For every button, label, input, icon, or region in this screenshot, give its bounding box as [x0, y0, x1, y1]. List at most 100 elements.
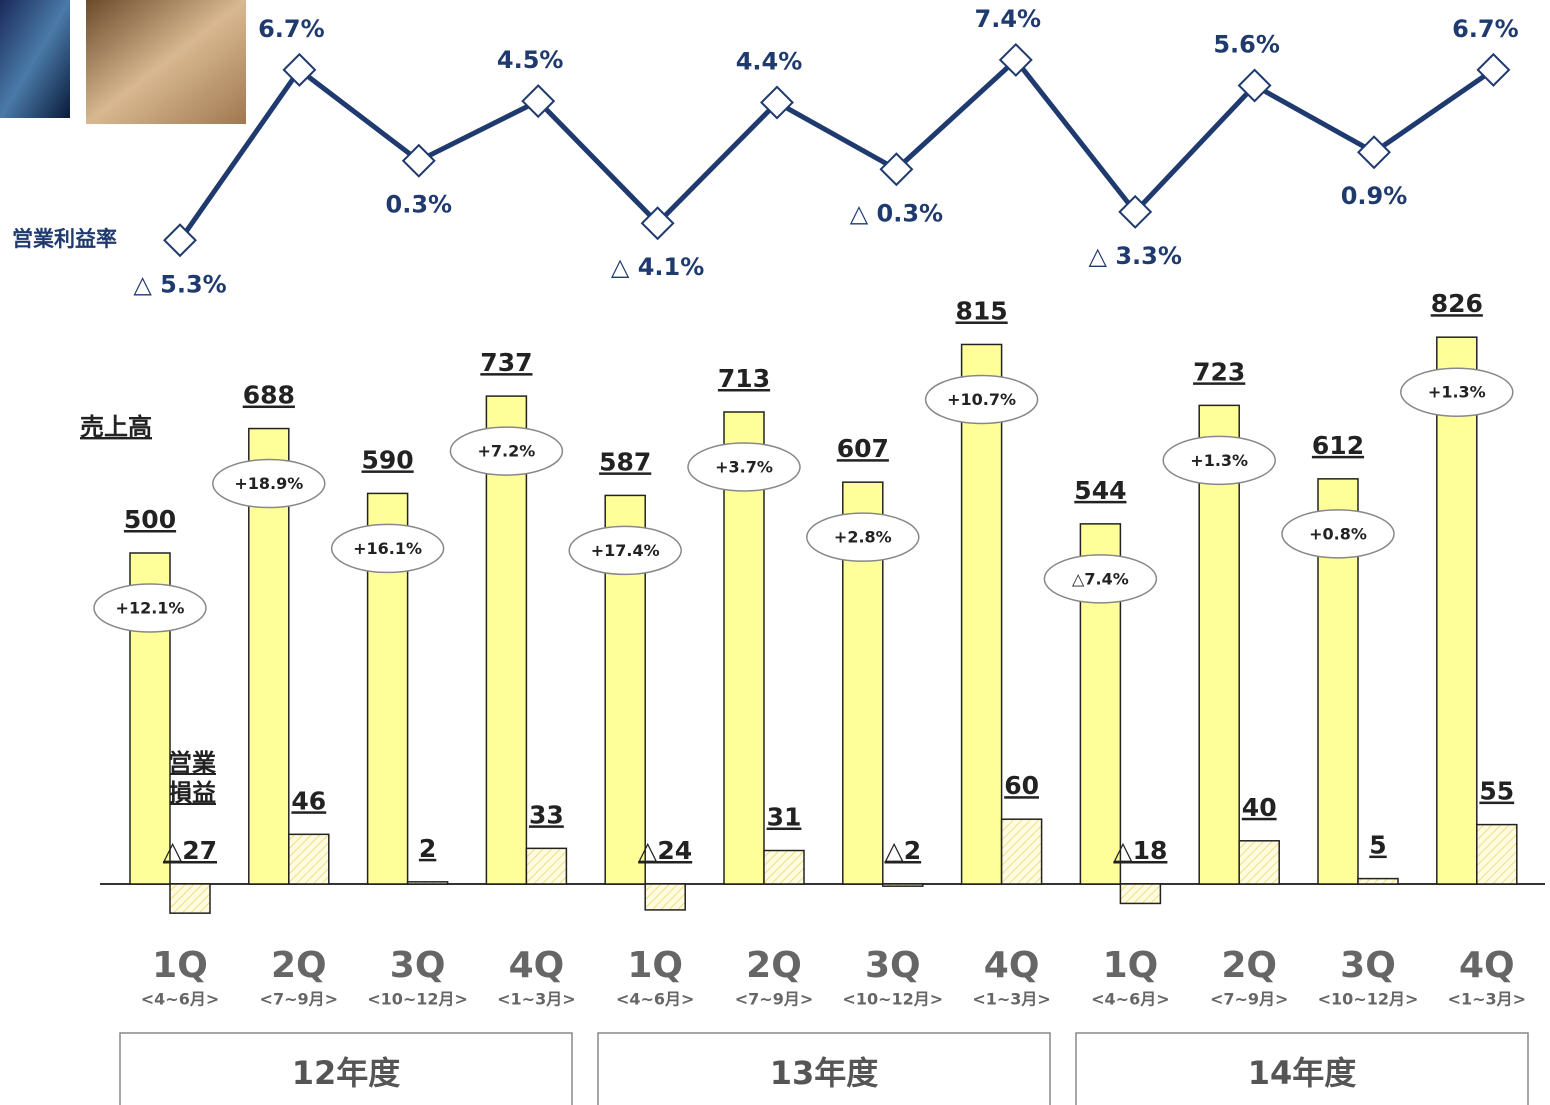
change-label: +7.2% [478, 442, 536, 461]
sales-label: 612 [1312, 431, 1364, 460]
profit-bar [763, 849, 805, 885]
margin-label: △ 3.3% [1089, 242, 1182, 270]
sales-label: 590 [362, 445, 414, 474]
sales-label: 544 [1074, 476, 1126, 505]
margin-label: 7.4% [975, 5, 1042, 33]
change-label: +17.4% [591, 541, 660, 560]
quarter-label: 2Q [746, 945, 802, 986]
profit-label: 46 [291, 786, 326, 815]
margin-label: △ 4.1% [611, 253, 704, 281]
profit-label: 60 [1004, 771, 1039, 800]
month-label: <7~9月> [735, 990, 814, 1009]
profit-label: 55 [1479, 777, 1514, 806]
change-bubble [1400, 367, 1514, 417]
month-label: <4~6月> [616, 990, 695, 1009]
change-bubble [1162, 435, 1276, 486]
margin-point [1357, 135, 1391, 170]
month-label: <4~6月> [141, 990, 220, 1009]
sales-label: 723 [1193, 357, 1245, 386]
profit-bar [1119, 883, 1162, 905]
month-label: <7~9月> [1210, 990, 1289, 1009]
profit-label: 5 [1369, 831, 1386, 860]
change-label: +3.7% [715, 457, 773, 476]
photo-factory [0, 0, 70, 118]
margin-point [1476, 52, 1511, 87]
sales-label: 688 [243, 381, 295, 410]
margin-point [163, 223, 197, 258]
margin-label: 0.9% [1341, 182, 1408, 210]
month-label: <7~9月> [260, 990, 339, 1009]
profit-label: △2 [884, 836, 921, 865]
month-label: <10~12月> [1318, 990, 1419, 1009]
change-bubble [687, 442, 801, 492]
quarter-label: 4Q [984, 945, 1040, 986]
quarter-label: 2Q [1221, 945, 1277, 986]
change-bubble [1281, 509, 1395, 559]
sales-label: 500 [124, 505, 176, 534]
sales-label: 737 [480, 348, 532, 377]
year-label: 12年度 [292, 1054, 401, 1092]
profit-bar [169, 883, 211, 914]
quarter-label: 1Q [152, 945, 208, 986]
profit-bar [406, 881, 449, 885]
change-bubble [212, 458, 326, 509]
profit-bar [288, 833, 330, 885]
month-label: <1~3月> [1448, 990, 1527, 1009]
change-label: +18.9% [234, 474, 303, 493]
change-bubble [93, 583, 207, 633]
margin-point [1118, 194, 1153, 229]
change-label: +10.7% [947, 390, 1016, 409]
change-bubble [1043, 554, 1158, 604]
sales-bar [1198, 404, 1240, 885]
change-label: +1.3% [1428, 383, 1486, 402]
profit-label: 40 [1242, 793, 1277, 822]
margin-point [521, 84, 556, 119]
profit-label: 31 [767, 803, 802, 832]
change-bubble [330, 523, 445, 574]
sales-label: 587 [599, 447, 651, 476]
profit-label: △27 [163, 836, 217, 865]
margin-label: 4.5% [497, 46, 564, 74]
profit-bar [644, 883, 686, 911]
profit-bar [1357, 877, 1399, 885]
change-label: +2.8% [834, 528, 892, 547]
sales-label: 826 [1431, 289, 1483, 318]
profit-label: △18 [1113, 836, 1167, 865]
profit-legend: 営業損益 [168, 749, 216, 807]
margin-point [879, 152, 914, 187]
margin-label: 4.4% [736, 48, 803, 76]
change-label: +1.3% [1190, 451, 1248, 470]
month-label: <10~12月> [367, 990, 468, 1009]
change-label: +16.1% [353, 539, 422, 558]
photo-warehouse [86, 0, 246, 124]
profit-bar [1238, 840, 1280, 885]
change-bubble [449, 426, 564, 476]
margin-label: △ 0.3% [850, 199, 943, 227]
margin-point [282, 52, 317, 87]
profit-label: △24 [638, 836, 692, 865]
margin-label: 0.3% [386, 191, 453, 219]
month-label: <10~12月> [842, 990, 943, 1009]
quarter-label: 1Q [627, 945, 683, 986]
change-bubble [924, 374, 1039, 425]
change-bubble [806, 512, 920, 562]
margin-label: 6.7% [1452, 15, 1519, 43]
quarter-label: 4Q [1459, 945, 1515, 986]
sales-bar [485, 395, 528, 885]
year-box [597, 1032, 1051, 1105]
profit-bar [1000, 818, 1043, 885]
quarter-label: 3Q [865, 945, 921, 986]
profit-legend-box: 営業損益 [168, 749, 216, 807]
sales-legend: 売上高 [80, 413, 152, 441]
margin-point [998, 42, 1033, 77]
sales-label: 815 [956, 296, 1008, 325]
margin-point [760, 85, 794, 120]
margin-label: 6.7% [258, 15, 325, 43]
year-label: 14年度 [1248, 1054, 1357, 1092]
sales-label: 607 [837, 434, 889, 463]
margin-point [401, 143, 436, 178]
margin-point [640, 206, 675, 241]
change-label: +0.8% [1309, 524, 1367, 543]
month-label: <4~6月> [1091, 990, 1170, 1009]
sales-bar [1436, 336, 1478, 885]
